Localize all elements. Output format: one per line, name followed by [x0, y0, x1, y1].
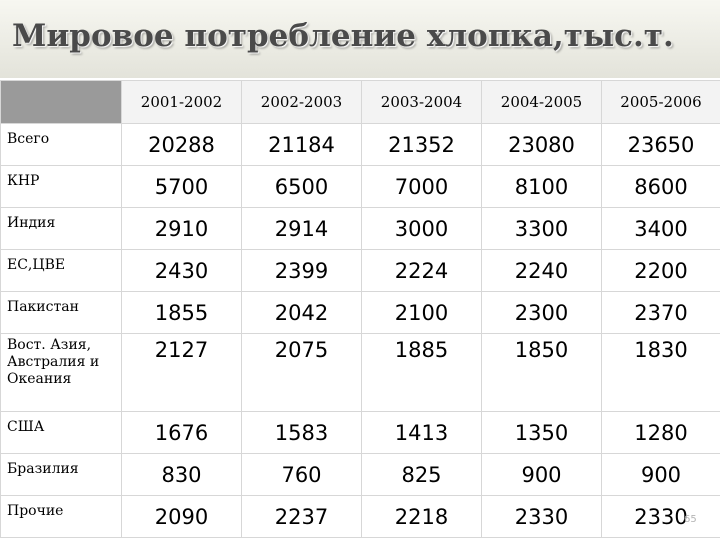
value-cell: 3000 — [361, 207, 482, 250]
value-cell: 830 — [121, 453, 242, 496]
row-label: Прочие — [0, 495, 122, 538]
value-cell: 2042 — [241, 291, 362, 334]
value-cell: 2370 — [601, 291, 720, 334]
year-header: 2003-2004 — [361, 80, 482, 124]
header-row: 2001-2002 2002-2003 2003-2004 2004-2005 … — [0, 80, 720, 124]
value-cell: 2430 — [121, 249, 242, 292]
value-cell: 1855 — [121, 291, 242, 334]
year-header: 2001-2002 — [121, 80, 242, 124]
row-label: Всего — [0, 123, 122, 166]
value-cell: 2090 — [121, 495, 242, 538]
table-row: КНР 5700 6500 7000 8100 8600 — [0, 165, 720, 208]
value-cell: 21184 — [241, 123, 362, 166]
value-cell: 20288 — [121, 123, 242, 166]
row-label: Индия — [0, 207, 122, 250]
value-cell: 8100 — [481, 165, 602, 208]
row-label: Пакистан — [0, 291, 122, 334]
value-cell: 2224 — [361, 249, 482, 292]
value-cell: 1885 — [361, 333, 482, 412]
row-label: Вост. Азия, Австралия и Океания — [0, 333, 122, 412]
value-cell: 5700 — [121, 165, 242, 208]
value-cell: 2399 — [241, 249, 362, 292]
slide-title: Мировое потребление хлопка,тыс.т. — [12, 18, 674, 54]
year-header: 2005-2006 — [601, 80, 720, 124]
table-row: Всего 20288 21184 21352 23080 23650 — [0, 123, 720, 166]
table-row: Индия 2910 2914 3000 3300 3400 — [0, 207, 720, 250]
value-cell: 900 — [481, 453, 602, 496]
value-cell: 2237 — [241, 495, 362, 538]
value-cell: 2330 — [601, 495, 720, 538]
value-cell: 8600 — [601, 165, 720, 208]
value-cell: 2910 — [121, 207, 242, 250]
value-cell: 900 — [601, 453, 720, 496]
value-cell: 1850 — [481, 333, 602, 412]
value-cell: 1350 — [481, 411, 602, 454]
page-number: 65 — [684, 514, 697, 525]
value-cell: 3300 — [481, 207, 602, 250]
value-cell: 1830 — [601, 333, 720, 412]
table-row: Прочие 2090 2237 2218 2330 2330 — [0, 495, 720, 538]
value-cell: 1413 — [361, 411, 482, 454]
table-row: Пакистан 1855 2042 2100 2300 2370 — [0, 291, 720, 334]
table-row: Бразилия 830 760 825 900 900 — [0, 453, 720, 496]
value-cell: 1676 — [121, 411, 242, 454]
value-cell: 6500 — [241, 165, 362, 208]
value-cell: 825 — [361, 453, 482, 496]
header-corner — [0, 80, 122, 124]
table-row: США 1676 1583 1413 1350 1280 — [0, 411, 720, 454]
value-cell: 2200 — [601, 249, 720, 292]
value-cell: 1583 — [241, 411, 362, 454]
value-cell: 2330 — [481, 495, 602, 538]
value-cell: 2240 — [481, 249, 602, 292]
value-cell: 1280 — [601, 411, 720, 454]
row-label: Бразилия — [0, 453, 122, 496]
value-cell: 23080 — [481, 123, 602, 166]
year-header: 2002-2003 — [241, 80, 362, 124]
value-cell: 2914 — [241, 207, 362, 250]
value-cell: 2127 — [121, 333, 242, 412]
year-header: 2004-2005 — [481, 80, 602, 124]
title-bar: Мировое потребление хлопка,тыс.т. — [0, 0, 720, 78]
table-row: Вост. Азия, Австралия и Океания 2127 207… — [0, 333, 720, 412]
value-cell: 2218 — [361, 495, 482, 538]
value-cell: 7000 — [361, 165, 482, 208]
value-cell: 2075 — [241, 333, 362, 412]
cotton-consumption-table: 2001-2002 2002-2003 2003-2004 2004-2005 … — [0, 80, 720, 538]
value-cell: 2300 — [481, 291, 602, 334]
row-label: США — [0, 411, 122, 454]
value-cell: 760 — [241, 453, 362, 496]
value-cell: 23650 — [601, 123, 720, 166]
row-label: КНР — [0, 165, 122, 208]
value-cell: 21352 — [361, 123, 482, 166]
value-cell: 2100 — [361, 291, 482, 334]
row-label: ЕС,ЦВЕ — [0, 249, 122, 292]
value-cell: 3400 — [601, 207, 720, 250]
table-row: ЕС,ЦВЕ 2430 2399 2224 2240 2200 — [0, 249, 720, 292]
